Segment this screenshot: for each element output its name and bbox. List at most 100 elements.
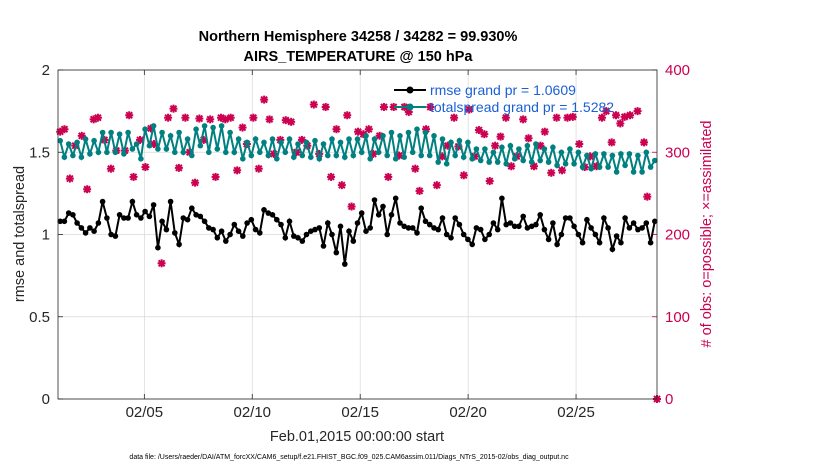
rmse-point bbox=[184, 216, 191, 223]
obs-marker bbox=[558, 166, 567, 175]
totalspread-point bbox=[516, 146, 522, 152]
obs-marker bbox=[106, 164, 115, 173]
rmse-point bbox=[240, 233, 246, 239]
rmse-point bbox=[596, 239, 603, 246]
obs-marker bbox=[164, 113, 173, 122]
totalspread-point bbox=[380, 133, 386, 139]
rmse-point bbox=[567, 215, 573, 221]
totalspread-point bbox=[494, 159, 501, 165]
rmse-point bbox=[329, 231, 335, 238]
totalspread-point bbox=[133, 141, 140, 147]
totalspread-point bbox=[104, 149, 110, 156]
totalspread-point bbox=[592, 151, 599, 157]
rmse-point bbox=[269, 212, 276, 218]
rmse-point bbox=[333, 249, 340, 256]
totalspread-point bbox=[652, 157, 658, 164]
obs-marker bbox=[480, 130, 489, 139]
legend-spread-marker bbox=[406, 103, 414, 111]
rmse-point bbox=[286, 218, 293, 225]
rmse-point bbox=[278, 221, 284, 228]
rmse-point bbox=[223, 238, 229, 244]
rmse-point bbox=[392, 195, 399, 202]
totalspread-point bbox=[312, 137, 318, 144]
rmse-point bbox=[57, 218, 63, 225]
rmse-point bbox=[418, 205, 425, 211]
totalspread-point bbox=[231, 149, 238, 156]
rmse-point bbox=[499, 195, 505, 202]
rmse-point bbox=[486, 231, 493, 238]
totalspread-point bbox=[486, 159, 493, 165]
rmse-point bbox=[125, 215, 131, 221]
totalspread-point bbox=[567, 146, 573, 152]
totalspread-point bbox=[138, 156, 144, 162]
rmse-point bbox=[206, 225, 212, 231]
y2-axis-label: # of obs: o=possible; ×=assimilated bbox=[699, 121, 715, 348]
totalspread-point bbox=[533, 141, 539, 147]
totalspread-point bbox=[465, 139, 471, 146]
rmse-point bbox=[210, 226, 216, 233]
totalspread-point bbox=[206, 149, 212, 156]
totalspread-point bbox=[350, 152, 357, 159]
rmse-point bbox=[299, 238, 306, 244]
totalspread-point bbox=[125, 129, 131, 136]
rmse-point bbox=[537, 212, 543, 218]
totalspread-point bbox=[282, 149, 289, 156]
rmse-point bbox=[138, 215, 144, 221]
legend-spread-label: totalspread grand pr = 1.5282 bbox=[430, 99, 614, 115]
rmse-point bbox=[197, 213, 204, 220]
totalspread-point bbox=[469, 156, 476, 162]
rmse-point bbox=[545, 236, 552, 243]
totalspread-point bbox=[528, 159, 535, 165]
totalspread-point bbox=[435, 159, 442, 165]
totalspread-point bbox=[333, 152, 340, 159]
rmse-point bbox=[274, 216, 280, 223]
totalspread-point bbox=[550, 144, 556, 151]
totalspread-point bbox=[155, 146, 161, 152]
rmse-point bbox=[550, 220, 556, 226]
obs-marker bbox=[450, 113, 459, 122]
rmse-point bbox=[116, 212, 123, 218]
rmse-point bbox=[87, 225, 93, 231]
totalspread-point bbox=[384, 152, 391, 159]
rmse-point bbox=[384, 231, 391, 238]
totalspread-point bbox=[375, 149, 382, 156]
obs-marker bbox=[496, 132, 505, 141]
totalspread-point bbox=[316, 156, 323, 162]
rmse-point bbox=[214, 235, 221, 241]
rmse-point bbox=[244, 220, 250, 226]
rmse-point bbox=[342, 261, 348, 267]
rmse-point bbox=[155, 244, 161, 251]
x-tick-label: 02/10 bbox=[233, 404, 271, 421]
totalspread-point bbox=[320, 141, 327, 147]
rmse-point bbox=[435, 226, 442, 233]
rmse-point bbox=[490, 220, 497, 226]
rmse-point bbox=[439, 215, 446, 221]
rmse-point bbox=[652, 218, 658, 225]
obs-marker bbox=[174, 163, 183, 172]
rmse-point bbox=[380, 203, 386, 210]
x-axis: 02/05 02/10 02/15 02/20 02/25 bbox=[126, 70, 595, 421]
obs-marker bbox=[411, 164, 420, 173]
obs-marker bbox=[485, 177, 494, 186]
totalspread-point bbox=[121, 151, 127, 157]
y-tick-label: 0.5 bbox=[29, 309, 50, 326]
rmse-point bbox=[452, 215, 459, 221]
totalspread-point bbox=[167, 133, 174, 139]
rmse-point bbox=[482, 236, 488, 243]
rmse-point bbox=[639, 225, 645, 231]
legend-rmse-marker bbox=[406, 86, 414, 94]
obs-marker bbox=[260, 95, 269, 104]
rmse-point bbox=[70, 212, 76, 218]
rmse-point bbox=[541, 226, 548, 233]
rmse-point bbox=[643, 220, 650, 226]
legend: rmse grand pr = 1.0609 totalspread grand… bbox=[394, 82, 614, 115]
obs-marker bbox=[540, 127, 549, 136]
rmse-point bbox=[562, 215, 569, 221]
rmse-point bbox=[129, 198, 136, 205]
totalspread-point bbox=[584, 152, 590, 159]
rmse-point bbox=[618, 239, 624, 246]
rmse-point bbox=[511, 223, 518, 230]
y2-tick-label: 200 bbox=[665, 227, 690, 244]
rmse-point bbox=[159, 218, 165, 225]
rmse-point bbox=[409, 225, 416, 231]
